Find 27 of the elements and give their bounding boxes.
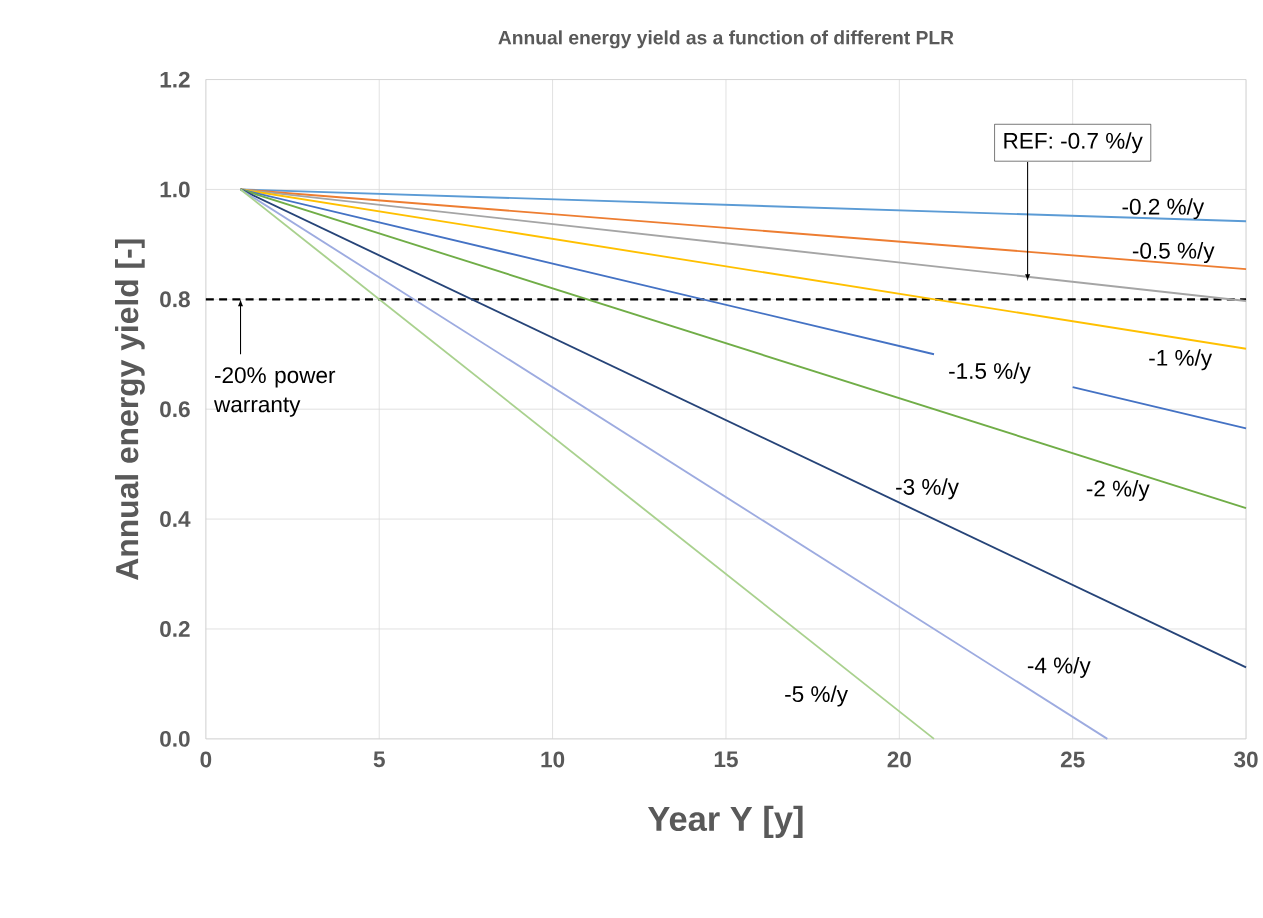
y-tick-label: 0.4 <box>160 511 191 528</box>
text: REF: -0.7 %/y <box>1004 132 1143 154</box>
legend-label: -20% power warranty <box>213 367 336 417</box>
series-label: -0.5 %/y <box>1132 242 1215 264</box>
chart-title: Annual energy yield as a function of different PLR <box>498 30 954 49</box>
y-tick-label: 0.8 <box>160 291 190 308</box>
y-tick-label: 0.6 <box>160 401 190 418</box>
x-tick-label: 15 <box>714 751 738 768</box>
x-tick-label: 0 <box>200 751 212 768</box>
y-tick-label: 0.0 <box>160 730 190 747</box>
series-label: -2 %/y <box>1086 480 1150 502</box>
x-tick-label: 5 <box>373 751 385 768</box>
series-label: -1.5 %/y <box>949 362 1031 384</box>
series-label: -0.2 %/y <box>1122 198 1205 220</box>
x-tick-label: 20 <box>887 751 911 768</box>
x-tick-label: 10 <box>541 751 565 768</box>
y-axis-title: Annual energy yield [-] <box>115 239 145 580</box>
x-tick-label: 30 <box>1234 751 1258 768</box>
y-tick-label: 1.2 <box>160 71 190 88</box>
series-label: -4 %/y <box>1027 657 1091 678</box>
x-axis-title: Year Y [y] <box>647 805 803 838</box>
y-tick-label: 0.2 <box>160 621 190 638</box>
series-label: -3 %/y <box>896 478 959 500</box>
y-tick-label: 1.0 <box>160 181 190 198</box>
series-label: -1 %/y <box>1149 349 1213 371</box>
x-tick-label: 25 <box>1060 751 1085 768</box>
series-label: -5 %/y <box>785 685 848 707</box>
